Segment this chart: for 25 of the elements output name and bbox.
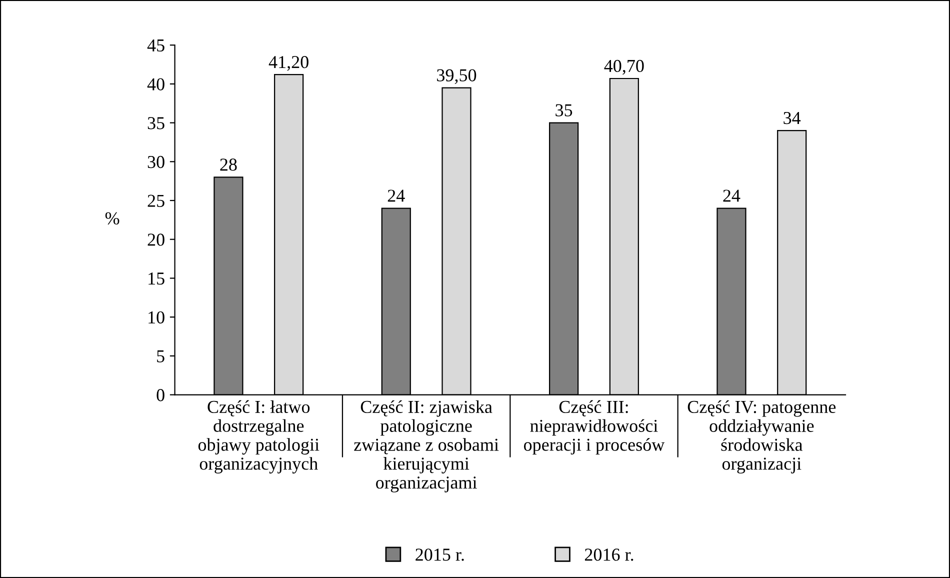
- y-tick-label: 45: [147, 39, 164, 52]
- y-tick-label: 15: [148, 272, 164, 285]
- data-label: 34: [784, 112, 801, 124]
- x-tick-label: Część I: łatwo dostrzegalne objawy patologii organizacyjnych: [198, 400, 320, 474]
- data-label: 28: [220, 158, 237, 171]
- data-label: 24: [388, 190, 405, 202]
- y-tick-label: 10: [148, 311, 164, 324]
- y-tick-label: 35: [148, 117, 164, 130]
- data-label: 40,70: [604, 60, 644, 75]
- x-tick-label: Część IV: patogenne oddziaływanie środowiska organizacji: [688, 400, 836, 474]
- legend-label: 2015 r.: [416, 548, 464, 561]
- y-tick-label: 30: [148, 156, 164, 168]
- y-tick-label: 25: [148, 194, 164, 207]
- y-tick-label: 20: [148, 234, 164, 246]
- data-label: 39,50: [437, 69, 476, 84]
- data-label: 41,20: [268, 56, 308, 71]
- y-tick-label: 0: [156, 389, 164, 402]
- data-label: 24: [723, 190, 740, 202]
- y-axis-title: %: [105, 212, 120, 225]
- data-label: 35: [556, 104, 572, 116]
- x-tick-label: Część III: nieprawidłowości operacji i procesów: [524, 400, 665, 455]
- legend-label: 2016 r.: [584, 548, 634, 561]
- y-tick-label: 40: [147, 78, 164, 90]
- y-tick-label: 5: [157, 350, 164, 362]
- x-tick-label: Część II: zjawiska patologiczne związane z osobami kierującymi organizacjami: [354, 400, 499, 492]
